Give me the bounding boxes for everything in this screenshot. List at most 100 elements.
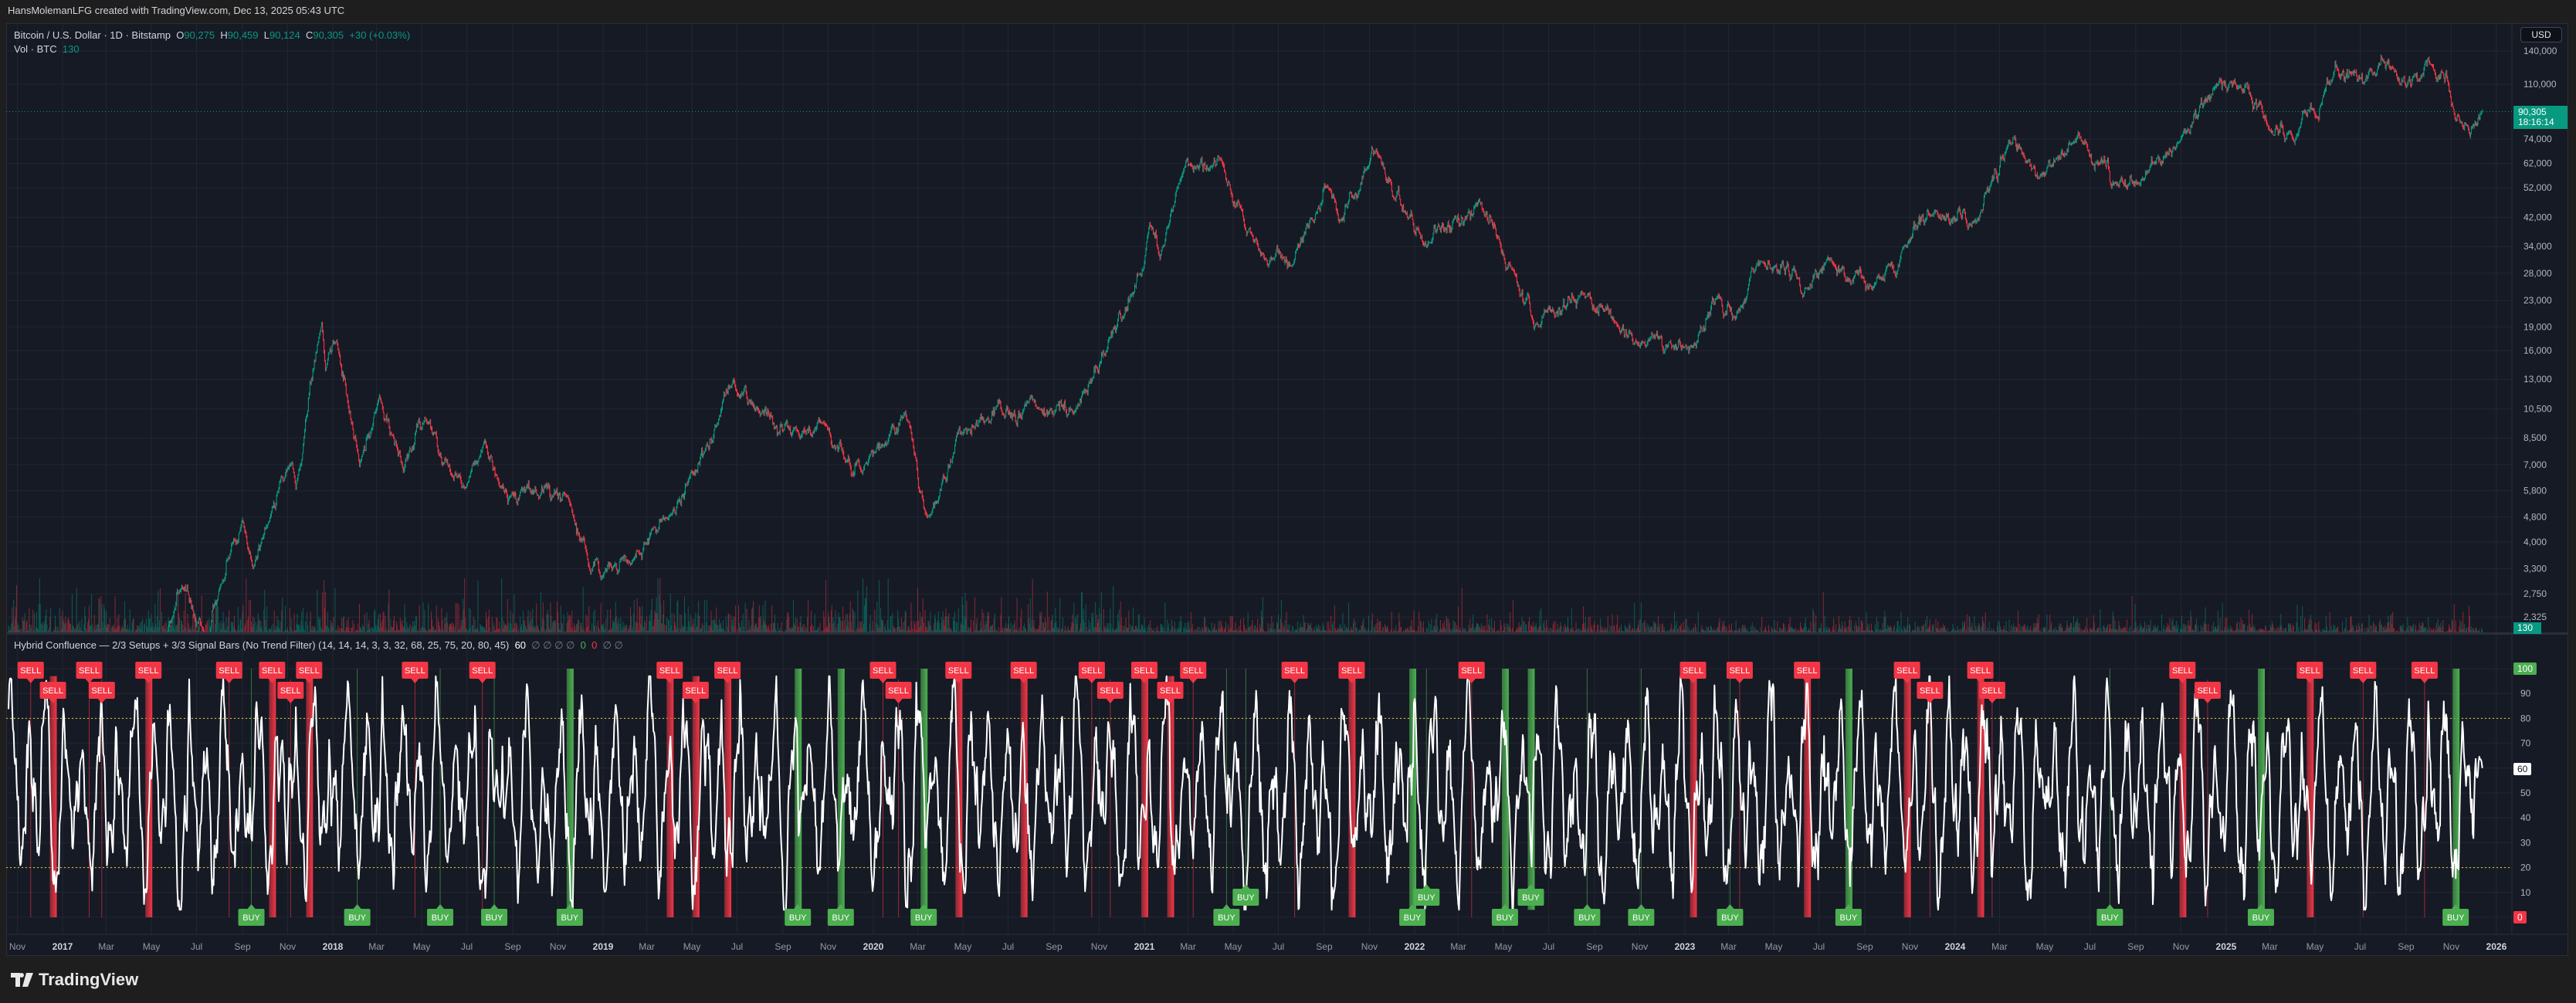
candle xyxy=(1643,341,1645,344)
candle xyxy=(1318,205,1320,210)
candle xyxy=(1730,307,1732,315)
candle xyxy=(1836,269,1839,276)
time-axis-month-label: Mar xyxy=(1450,941,1466,952)
candle xyxy=(1534,323,1536,328)
candle xyxy=(111,722,112,727)
candle xyxy=(1403,203,1405,213)
candle xyxy=(623,554,625,562)
candle xyxy=(1505,262,1507,272)
candle xyxy=(192,605,194,612)
volume-bar xyxy=(377,625,378,632)
candle xyxy=(1700,324,1701,334)
candle xyxy=(1582,291,1584,294)
candle xyxy=(1802,294,1804,297)
volume-bar xyxy=(267,630,269,632)
volume-bar xyxy=(937,611,939,632)
candle xyxy=(1061,398,1063,407)
candle xyxy=(2120,177,2122,182)
candle xyxy=(1819,268,1822,273)
candle xyxy=(786,418,788,424)
candle xyxy=(1576,300,1578,310)
volume-bar xyxy=(44,620,46,632)
volume-bar xyxy=(920,625,921,632)
candle xyxy=(59,725,60,730)
candle xyxy=(1128,295,1130,303)
candle xyxy=(324,350,326,362)
volume-bar xyxy=(108,631,110,632)
volume-bar xyxy=(879,580,880,632)
candle xyxy=(2230,80,2232,83)
candle xyxy=(1399,195,1401,200)
volume-bar xyxy=(801,626,802,632)
candle xyxy=(1701,327,1703,333)
candle xyxy=(2354,69,2356,73)
candle xyxy=(381,402,383,410)
candle xyxy=(808,425,810,433)
candle xyxy=(863,464,866,470)
volume-bar xyxy=(955,622,957,632)
volume-bar xyxy=(751,609,753,632)
candle xyxy=(876,444,878,449)
volume-bar xyxy=(105,625,107,632)
candle xyxy=(490,454,492,457)
volume-bar xyxy=(148,618,150,632)
candle xyxy=(710,436,712,445)
candle xyxy=(877,442,879,449)
volume-bar xyxy=(425,630,427,632)
candle xyxy=(267,524,269,528)
candle xyxy=(1172,205,1174,212)
candle xyxy=(561,493,563,502)
candle xyxy=(801,433,802,438)
candle xyxy=(118,733,119,737)
volume-bar xyxy=(157,615,158,632)
candle xyxy=(1308,224,1310,229)
candle xyxy=(873,449,875,454)
candle xyxy=(415,422,417,433)
candle xyxy=(883,442,885,449)
candle xyxy=(699,461,700,465)
candle xyxy=(1529,295,1530,304)
time-axis-month-label: Sep xyxy=(2127,941,2144,952)
candle xyxy=(2220,77,2222,84)
volume-bar xyxy=(654,610,656,632)
candle xyxy=(975,419,977,426)
volume-bar xyxy=(650,609,652,632)
volume-bar xyxy=(57,629,59,632)
volume-bar xyxy=(905,612,907,632)
candle xyxy=(317,341,319,346)
volume-bar xyxy=(501,578,503,632)
candle xyxy=(1537,324,1539,328)
candle xyxy=(2222,81,2224,83)
candle xyxy=(234,540,236,542)
candle xyxy=(2469,132,2471,139)
candle xyxy=(931,510,933,516)
candle xyxy=(2138,181,2140,185)
candle xyxy=(412,445,414,451)
candle xyxy=(660,518,662,523)
volume-bar xyxy=(60,616,62,632)
volume-bar xyxy=(179,631,181,632)
volume-bar xyxy=(422,602,424,632)
time-axis-year-label: 2017 xyxy=(53,941,73,952)
candle xyxy=(1908,239,1910,244)
candle xyxy=(1632,338,1634,345)
time-axis-year-label: 2018 xyxy=(323,941,344,952)
candle xyxy=(1791,273,1792,280)
candle xyxy=(1267,263,1269,267)
candle xyxy=(2102,159,2103,165)
candle xyxy=(1620,330,1622,335)
candle xyxy=(871,449,873,453)
candle xyxy=(1585,296,1587,299)
candle xyxy=(1198,164,1200,171)
candle xyxy=(1610,308,1612,318)
candle xyxy=(1487,216,1489,222)
volume-bar xyxy=(498,629,500,632)
candle xyxy=(2392,65,2394,69)
time-axis-month-label: Sep xyxy=(504,941,521,952)
volume-bar xyxy=(131,622,133,632)
candle xyxy=(1127,297,1129,311)
candle xyxy=(370,431,371,438)
candle xyxy=(141,706,142,707)
volume-bar xyxy=(615,615,617,632)
